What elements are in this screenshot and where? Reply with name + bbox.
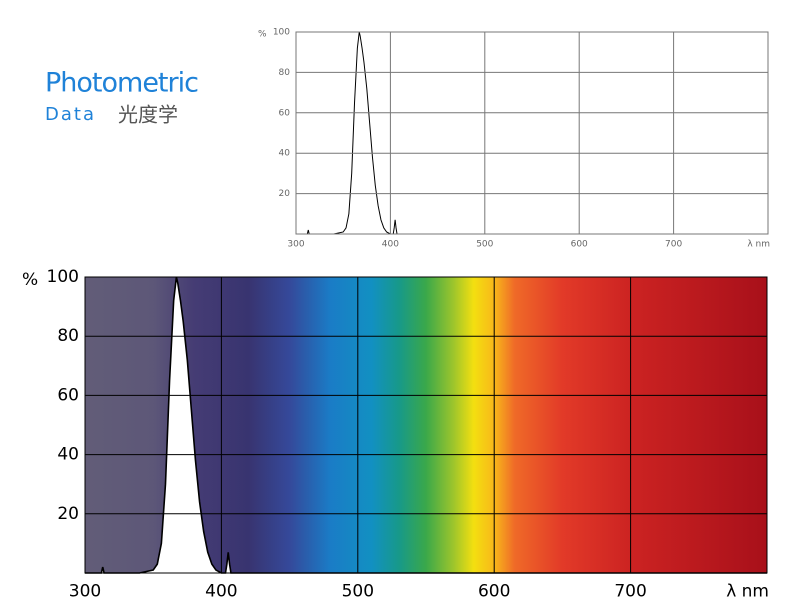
x-tick-label: 300 (287, 239, 304, 249)
y-axis-label: % (258, 30, 267, 40)
x-axis-label: λ nm (747, 239, 770, 249)
x-tick-label: 400 (205, 582, 237, 602)
brand-label: 光度学 (118, 103, 178, 127)
y-tick-label: 100 (273, 28, 290, 38)
y-tick-label: 60 (279, 108, 291, 118)
x-tick-label: 400 (382, 239, 399, 249)
y-tick-label: 100 (47, 267, 79, 287)
x-tick-label: 500 (476, 239, 493, 249)
x-tick-label: 500 (342, 582, 374, 602)
x-axis-label: λ nm (726, 582, 769, 602)
y-tick-label: 20 (279, 189, 291, 199)
y-tick-label: 40 (57, 445, 79, 465)
plot-frame (84, 276, 768, 574)
x-tick-label: 700 (665, 239, 682, 249)
brand-subtitle: Data (45, 104, 96, 125)
y-tick-label: 40 (279, 149, 291, 159)
y-axis-label: % (22, 270, 38, 290)
y-tick-label: 20 (57, 504, 79, 524)
y-tick-label: 60 (57, 385, 79, 405)
x-tick-label: 600 (478, 582, 510, 602)
brand-title: Photometric (45, 68, 198, 99)
x-tick-label: 300 (69, 582, 101, 602)
y-tick-label: 80 (57, 326, 79, 346)
x-tick-label: 600 (571, 239, 588, 249)
x-tick-label: 700 (614, 582, 646, 602)
plot-frame (295, 31, 769, 235)
y-tick-label: 80 (279, 68, 291, 78)
line (296, 31, 768, 235)
